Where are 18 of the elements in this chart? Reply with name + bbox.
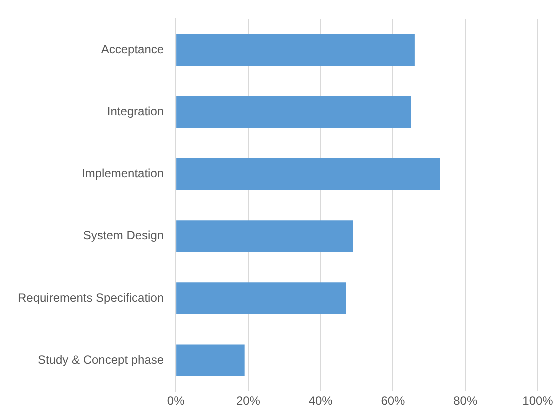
y-tick-label: Requirements Specification [18,290,164,305]
x-tick-label: 40% [308,394,334,408]
x-tick-label: 100% [522,394,554,408]
bar [176,344,245,376]
bar [176,220,354,252]
y-tick-label: Acceptance [101,42,164,57]
x-tick-label: 20% [236,394,261,408]
x-tick-label: 0% [167,394,186,408]
x-tick-label: 60% [381,394,406,408]
y-tick-label: System Design [83,228,164,243]
y-tick-label: Study & Concept phase [38,352,164,367]
bar [176,96,412,128]
bar [176,34,415,66]
y-tick-label: Implementation [82,166,164,181]
y-tick-label: Integration [107,104,164,119]
bar [176,282,346,314]
bar [176,158,440,190]
x-tick-label: 80% [454,394,478,408]
